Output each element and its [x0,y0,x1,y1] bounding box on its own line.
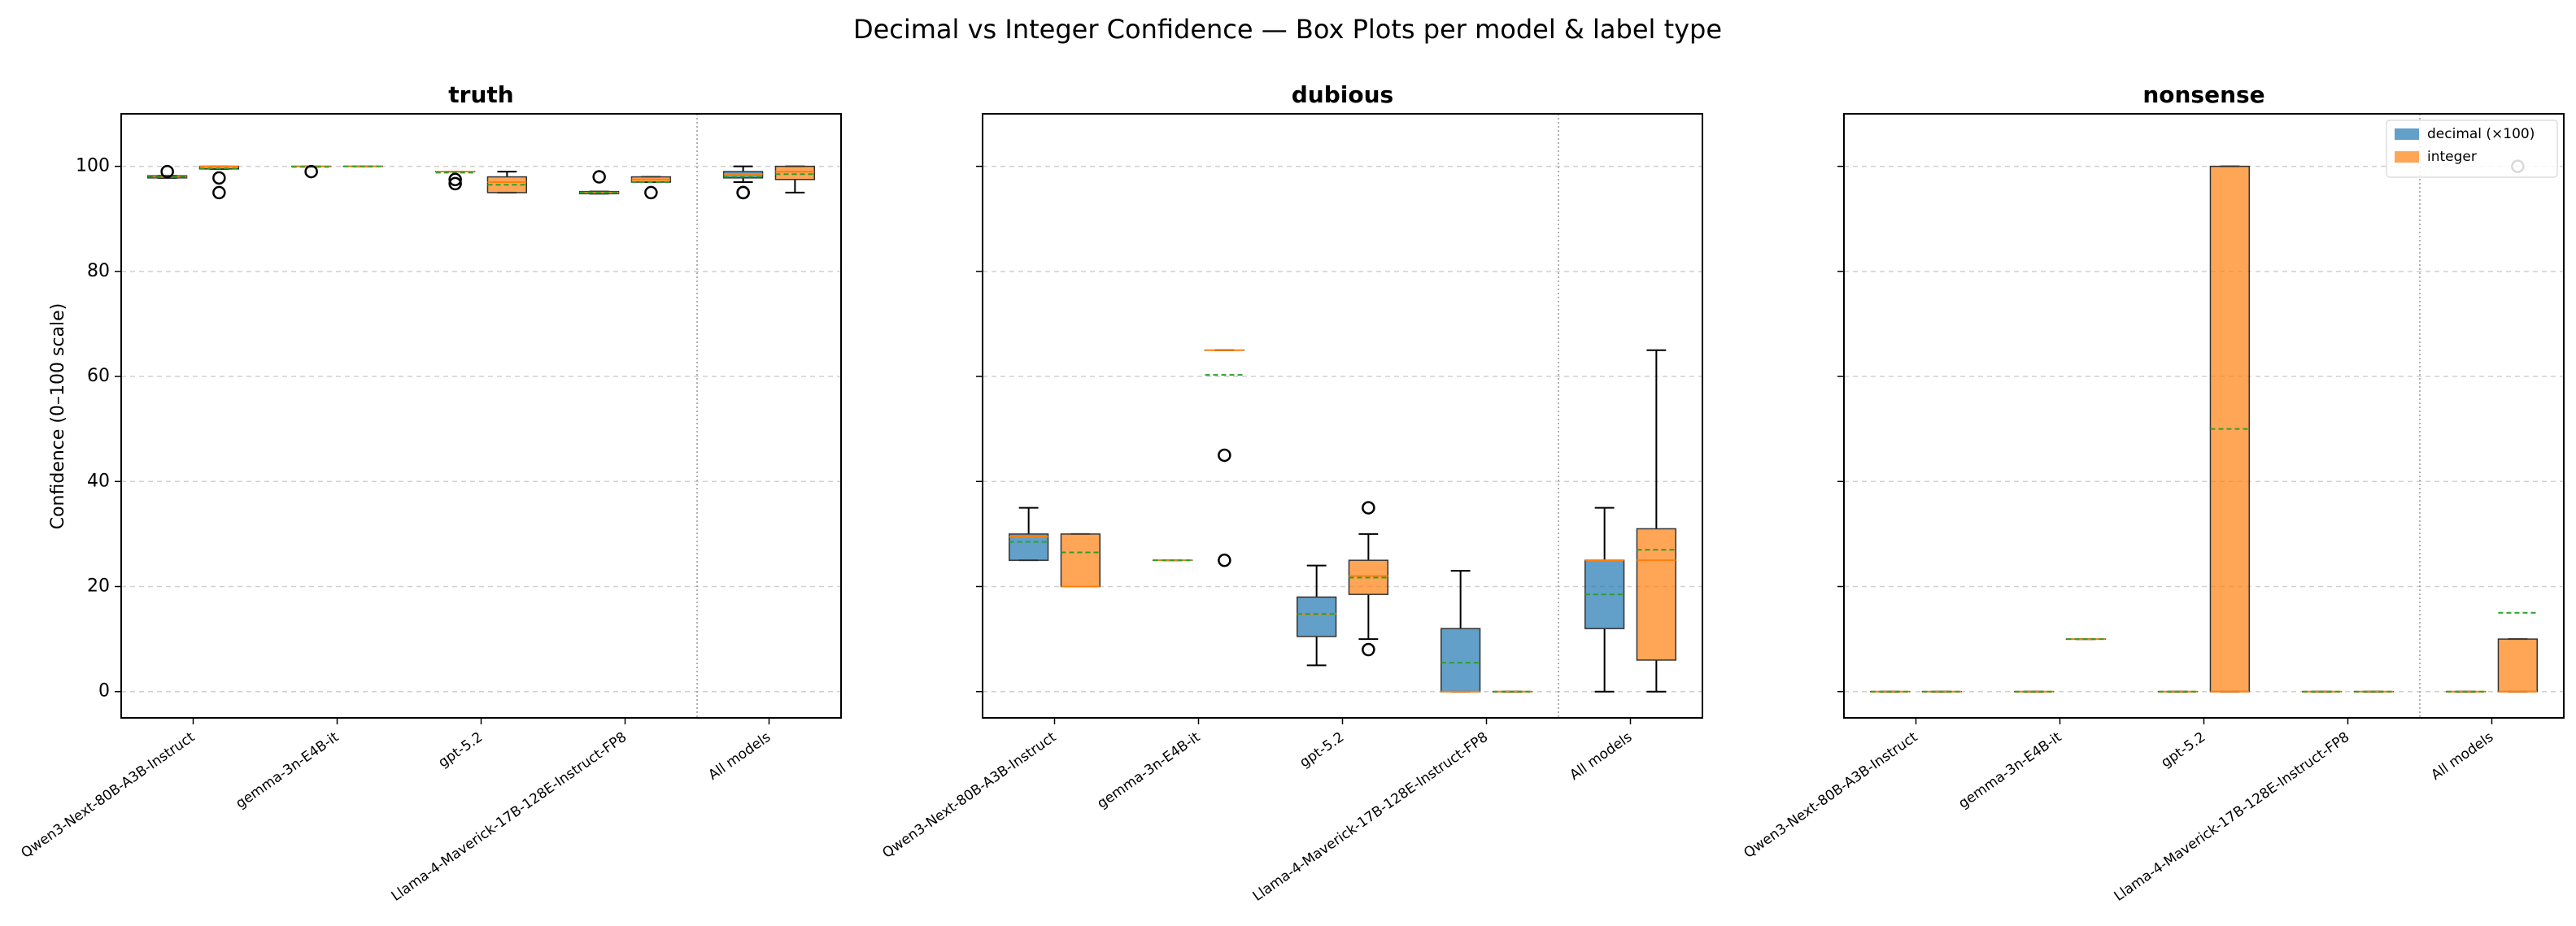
x-tick-label: Qwen3-Next-80B-A3B-Instruct [879,729,1059,862]
legend-label: decimal (×100) [2427,126,2535,142]
figure-title: Decimal vs Integer Confidence — Box Plot… [853,14,1722,45]
box [2497,638,2539,693]
outlier [736,185,750,200]
x-tick-label: Llama-4-Maverick-17B-128E-Instruct-FP8 [389,729,630,905]
x-tick-label: Qwen3-Next-80B-A3B-Instruct [1741,729,1920,862]
y-tick-label: 0 [98,681,110,702]
x-tick-label: gpt-5.2 [1297,729,1347,772]
outlier [592,170,606,184]
legend-frame [2386,120,2558,178]
panel-title: truth [448,81,513,108]
legend-label: integer [2427,149,2477,165]
x-tick-label: All models [2428,729,2496,784]
y-tick-label: 60 [87,366,110,386]
outlier [1218,448,1231,463]
panel-frame [982,113,1703,719]
outlier [212,185,226,200]
x-tick-label: gpt-5.2 [435,729,486,772]
x-tick-label: gpt-5.2 [2158,729,2208,772]
x-tick-label: Qwen3-Next-80B-A3B-Instruct [18,729,198,862]
x-tick-label: All models [705,729,774,784]
panel-frame [1843,113,2565,719]
panel-title: dubious [1292,81,1393,108]
outlier [448,172,462,187]
x-tick-label: gemma-3n-E4B-it [233,729,342,812]
x-tick-label: gemma-3n-E4B-it [1955,729,2064,812]
y-tick-label: 80 [87,261,110,281]
outlier [304,164,318,179]
box [1008,533,1049,561]
outlier [212,171,226,185]
box [1440,628,1481,693]
legend-swatch [2395,128,2419,140]
legend-swatch [2395,151,2419,163]
y-tick-label: 40 [87,471,110,491]
box [1296,596,1337,637]
panel-frame [120,113,842,719]
box [774,165,816,180]
x-tick-label: Llama-4-Maverick-17B-128E-Instruct-FP8 [1250,729,1492,905]
y-axis-label: Confidence (0–100 scale) [48,303,68,530]
box [1636,528,1677,661]
outlier [1362,501,1375,515]
outlier [448,176,462,191]
panel-title: nonsense [2142,81,2264,108]
box [1060,533,1101,588]
y-tick-label: 20 [87,576,110,596]
outlier [644,185,658,200]
outlier [1218,553,1231,567]
x-tick-label: gemma-3n-E4B-it [1094,729,1203,812]
x-tick-label: Llama-4-Maverick-17B-128E-Instruct-FP8 [2112,729,2353,905]
y-tick-label: 100 [76,156,110,176]
x-tick-label: All models [1567,729,1635,784]
outlier [160,164,174,179]
outlier [1362,642,1375,657]
